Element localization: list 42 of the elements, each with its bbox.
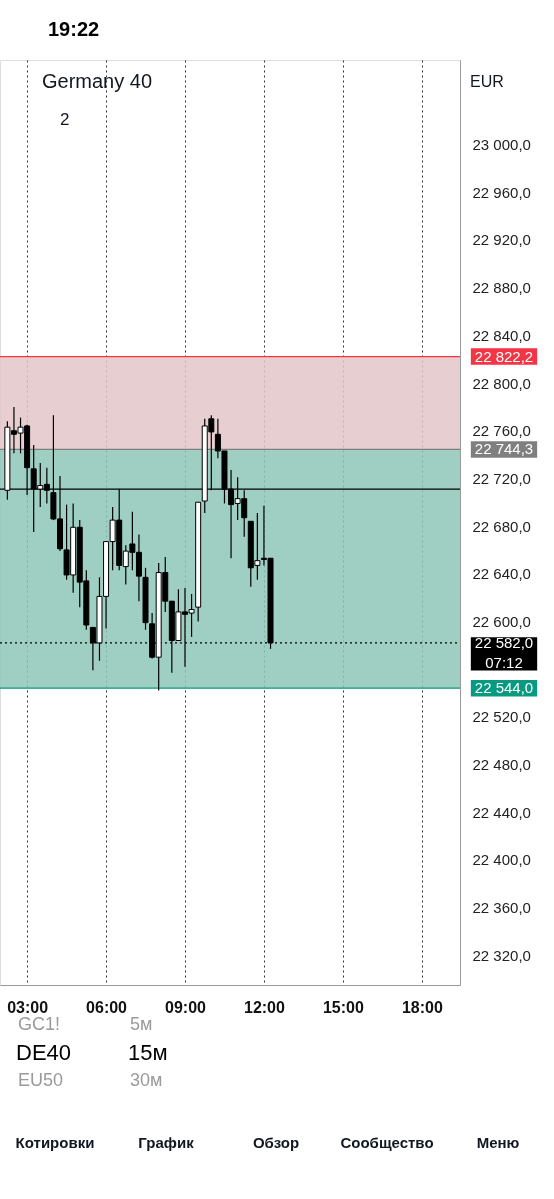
text: 15м — [128, 1040, 168, 1065]
y-tick-label: 22 720,0 — [472, 469, 531, 487]
text: 30м — [130, 1070, 163, 1090]
text: Обзор — [252, 1134, 300, 1151]
y-tick-label: 22 320,0 — [472, 946, 531, 964]
text: Germany 40 — [42, 70, 153, 92]
y-tick-label: 22 520,0 — [472, 708, 531, 726]
text: Котировки — [15, 1134, 95, 1151]
text: График — [138, 1134, 195, 1151]
y-tick-label: 22 680,0 — [472, 517, 531, 535]
y-tick-label: 22 640,0 — [472, 565, 531, 583]
y-tick-label: 22 360,0 — [472, 899, 531, 917]
y-tick-label: 22 400,0 — [472, 851, 531, 869]
text: GC1! — [18, 1014, 61, 1034]
y-tick-label: 22 840,0 — [472, 326, 531, 344]
x-tick-label: 06:00 — [86, 998, 128, 1016]
text: 5м — [130, 1014, 153, 1034]
x-tick-label: 15:00 — [322, 998, 364, 1016]
y-tick-label: 22 760,0 — [472, 422, 531, 440]
x-tick-label: 09:00 — [165, 998, 207, 1016]
text: EUR — [470, 73, 504, 90]
text: Сообщество — [340, 1134, 434, 1151]
y-tick-label: 22 440,0 — [472, 803, 531, 821]
ref-line-label: 22 744,3 — [474, 440, 534, 458]
x-tick-label: 12:00 — [243, 998, 286, 1016]
annotation: 2 — [60, 110, 70, 129]
x-tick-label: 18:00 — [401, 998, 443, 1016]
text: Меню — [476, 1134, 520, 1151]
ref-line-label: 22 544,0 — [474, 679, 534, 697]
y-tick-label: 22 880,0 — [472, 279, 531, 297]
text: 19:22 — [48, 18, 100, 40]
text: DE40 — [16, 1040, 72, 1065]
y-tick-label: 22 800,0 — [472, 374, 531, 392]
y-tick-label: 22 600,0 — [472, 612, 531, 630]
y-tick-label: 22 960,0 — [472, 183, 531, 201]
x-tick-label: 03:00 — [7, 998, 49, 1016]
y-tick-label: 22 480,0 — [472, 755, 531, 773]
text: EU50 — [18, 1070, 64, 1090]
y-tick-label: 22 920,0 — [472, 231, 531, 249]
ref-line-label: 22 822,2 — [474, 347, 534, 365]
y-tick-label: 23 000,0 — [472, 136, 531, 154]
ref-line-label: 22 582,0 07:12 — [474, 633, 534, 671]
